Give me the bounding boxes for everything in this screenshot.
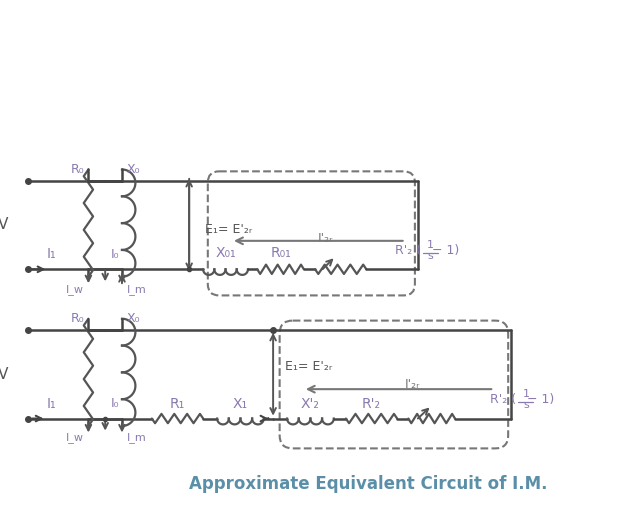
Text: I_w: I_w — [66, 432, 84, 443]
Text: X₀: X₀ — [127, 163, 140, 176]
Text: R₁: R₁ — [170, 397, 185, 411]
Text: R₀₁: R₀₁ — [270, 245, 291, 260]
Text: X'₂: X'₂ — [301, 397, 320, 411]
Text: − 1): − 1) — [527, 393, 554, 406]
Text: s: s — [523, 401, 529, 411]
Text: E₁= E'₂ᵣ: E₁= E'₂ᵣ — [285, 360, 332, 373]
Text: X₁: X₁ — [233, 397, 248, 411]
Text: I_w: I_w — [66, 284, 84, 295]
Text: R₀: R₀ — [70, 312, 84, 325]
Text: X₀: X₀ — [127, 312, 140, 325]
Text: I₀: I₀ — [110, 397, 119, 410]
Text: 1: 1 — [427, 240, 434, 250]
Text: I₀: I₀ — [110, 248, 119, 261]
Text: 1: 1 — [522, 389, 530, 399]
Text: s: s — [428, 251, 434, 261]
Text: V: V — [0, 367, 8, 382]
Text: V: V — [0, 217, 8, 233]
Text: − 1): − 1) — [432, 244, 459, 257]
Text: I_m: I_m — [127, 432, 147, 443]
Text: I'₂ᵣ: I'₂ᵣ — [405, 378, 420, 391]
Text: R₀: R₀ — [70, 163, 84, 176]
Text: R'₂: R'₂ — [362, 397, 381, 411]
Text: Approximate Equivalent Circuit of I.M.: Approximate Equivalent Circuit of I.M. — [189, 475, 548, 493]
Text: E₁= E'₂ᵣ: E₁= E'₂ᵣ — [205, 223, 252, 236]
Text: I₁: I₁ — [46, 397, 56, 411]
Text: R'₂ (: R'₂ ( — [491, 393, 517, 406]
Text: X₀₁: X₀₁ — [215, 245, 236, 260]
Text: R'₂ (: R'₂ ( — [396, 244, 421, 257]
Text: I₁: I₁ — [46, 248, 56, 262]
Text: I_m: I_m — [127, 284, 147, 295]
Text: I'₂ᵣ: I'₂ᵣ — [318, 231, 333, 244]
